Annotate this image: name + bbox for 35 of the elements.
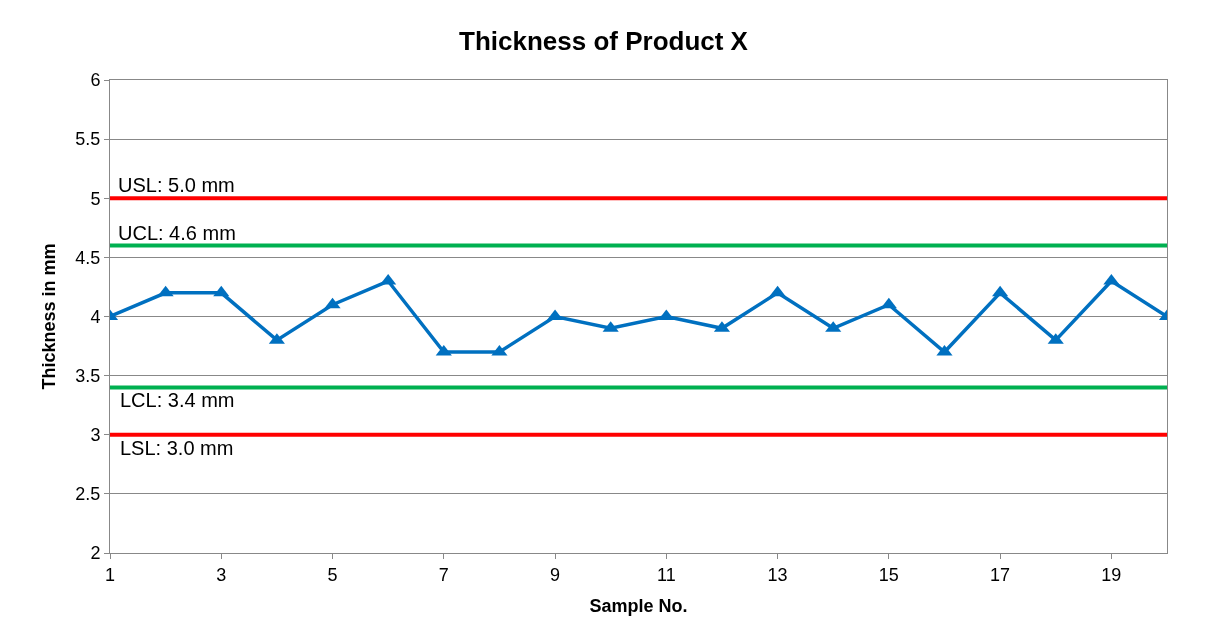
x-axis-title: Sample No. <box>589 595 688 616</box>
point <box>324 297 341 309</box>
ref-line-label: LSL: 3.0 mm <box>120 437 234 459</box>
y-tick-label: 4 <box>90 306 101 327</box>
y-tick-label: 3 <box>90 425 101 446</box>
point <box>880 297 897 309</box>
ref-line-label: LCL: 3.4 mm <box>120 389 235 411</box>
y-tick-label: 2 <box>90 543 101 564</box>
point <box>435 344 452 356</box>
point <box>992 285 1009 297</box>
x-tick-label: 1 <box>104 564 116 585</box>
ref-line-label: USL: 5.0 mm <box>118 174 235 196</box>
y-tick-label: 3.5 <box>75 365 101 386</box>
y-tick-label: 2.5 <box>75 484 101 505</box>
x-tick-label: 3 <box>216 564 227 585</box>
x-tick-label: 17 <box>990 564 1011 585</box>
point <box>491 344 508 356</box>
x-tick-label: 11 <box>656 564 676 585</box>
ref-line-label: UCL: 4.6 mm <box>118 222 236 244</box>
point <box>213 285 230 297</box>
chart-title: Thickness of Product X <box>459 26 749 57</box>
x-tick-label: 15 <box>878 564 899 585</box>
point <box>936 344 953 356</box>
x-tick-label: 9 <box>550 564 561 585</box>
x-tick-label: 5 <box>327 564 338 585</box>
point <box>769 285 786 297</box>
y-tick-label: 4.5 <box>75 247 101 268</box>
y-tick-label: 6 <box>90 70 101 91</box>
x-tick-label: 13 <box>767 564 788 585</box>
point <box>157 285 174 297</box>
y-tick-label: 5 <box>90 188 101 209</box>
x-tick-label: 19 <box>1101 564 1122 585</box>
y-axis-title: Thickness in mm <box>38 243 59 390</box>
y-tick-label: 5.5 <box>75 129 101 150</box>
x-tick-label: 7 <box>438 564 449 585</box>
